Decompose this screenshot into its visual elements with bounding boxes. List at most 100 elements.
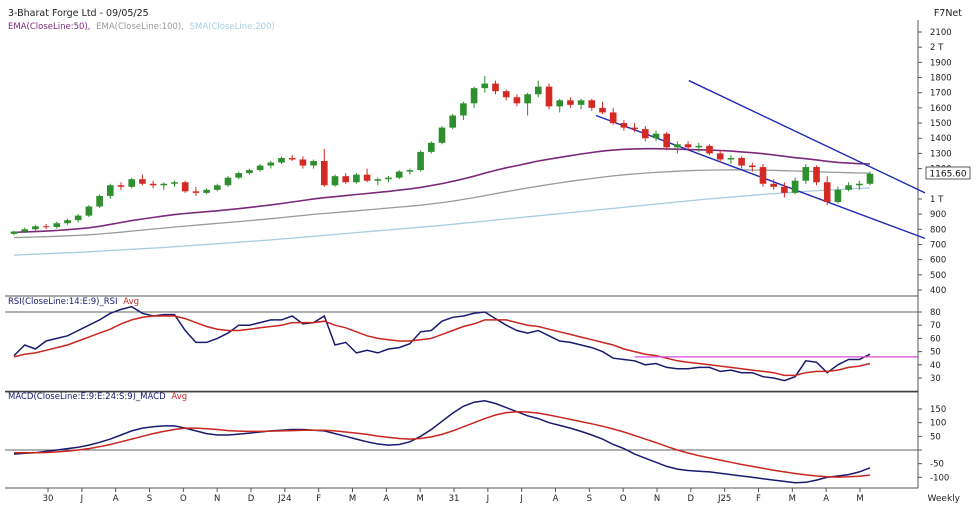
candle-body (545, 86, 553, 107)
candle-body (845, 185, 852, 190)
candle-body (524, 94, 531, 104)
candle-body (609, 112, 617, 124)
candle-body (684, 144, 692, 148)
candle-body (813, 167, 820, 183)
price-y-tick-label: 1800 (930, 74, 952, 84)
candle-body (278, 157, 285, 163)
candle-body (374, 179, 382, 181)
x-tick-label: N (654, 494, 660, 504)
macd-y-axis: 150 100 50 -50 -100 (5, 405, 949, 483)
rsi-y-tick-label: 50 (930, 348, 941, 358)
candle-body (320, 161, 328, 186)
candle-body (106, 185, 114, 196)
candle-body (160, 183, 168, 186)
candle-body (791, 180, 799, 193)
candle-body (10, 231, 18, 234)
candle-body (203, 189, 210, 193)
candle-body (427, 142, 435, 152)
candle-body (213, 185, 221, 190)
candle-body (96, 195, 103, 207)
candle-body (53, 223, 61, 228)
x-tick-label: J (486, 494, 490, 504)
x-tick-label: S (147, 494, 152, 504)
macd-legend: MACD(CloseLine:E:9:E:24:S:9)_MACD Avg (8, 392, 187, 402)
price-y-tick-label: 1500 (930, 119, 952, 129)
macd-line-1 (14, 410, 871, 478)
candle-body (181, 182, 189, 192)
moving-average-lines (13, 147, 871, 256)
rsi-y-tick-label: 40 (930, 361, 941, 371)
ma-line-2 (13, 187, 871, 256)
x-tick-label: A (553, 494, 559, 504)
x-tick-label: A (823, 494, 829, 504)
candle-body (385, 177, 392, 180)
rsi-line-1 (13, 315, 871, 377)
candle-body (663, 133, 671, 148)
candle-body (770, 183, 778, 187)
candle-body (139, 179, 146, 184)
candle-body (802, 167, 810, 181)
timeframe-label: Weekly (928, 494, 961, 504)
candle-body (417, 151, 424, 171)
macd-lines (13, 400, 871, 484)
candle-body (64, 220, 71, 224)
price-y-tick-label: 1700 (930, 89, 952, 99)
macd-y-tick-label: 50 (930, 432, 941, 442)
x-tick-label: A (383, 494, 389, 504)
rsi-y-axis: 80 70 60 50 40 30 (5, 308, 941, 392)
x-tick-label: 30 (43, 494, 54, 504)
price-y-tick-label: 2100 (930, 28, 952, 38)
candle-body (748, 165, 756, 168)
last-price-tag: 1165.60 (925, 166, 971, 180)
rsi-avg-label: Avg (123, 297, 139, 307)
candle-body (727, 157, 735, 160)
candle-body (331, 176, 339, 186)
candle-body (781, 186, 788, 193)
candle-body (759, 167, 767, 184)
x-tick-label: O (180, 494, 187, 504)
legend-ema100: EMA(CloseLine:100), (96, 22, 184, 32)
rsi-panel[interactable]: RSI(CloseLine:14:E:9)_RSI Avg 80 70 60 50 40… (5, 297, 941, 393)
candle-body (395, 171, 403, 178)
candle-body (588, 100, 596, 108)
candle-body (438, 127, 446, 143)
candle-body (21, 229, 29, 232)
candle-body (449, 115, 457, 128)
last-price-label: 1165.60 (929, 170, 966, 180)
candle-body (738, 157, 745, 166)
candle-body (599, 107, 606, 113)
candle-body (855, 183, 863, 186)
macd-avg-label: Avg (171, 392, 187, 402)
candle-body (85, 206, 93, 216)
macd-y-tick-label: -100 (930, 473, 949, 483)
candle-body (834, 189, 842, 202)
price-y-tick-label: 800 (930, 225, 946, 235)
price-y-tick-label: 2 T (930, 43, 944, 53)
x-tick-label: J24 (277, 494, 291, 504)
rsi-legend: RSI(CloseLine:14:E:9)_RSI Avg (8, 297, 139, 307)
candle-body (823, 182, 831, 202)
candle-body (342, 176, 350, 183)
candle-body (706, 145, 713, 154)
price-y-tick-label: 1300 (930, 149, 952, 159)
macd-panel[interactable]: MACD(CloseLine:E:9:E:24:S:9)_MACD Avg 15… (5, 392, 949, 489)
legend-ema50: EMA(CloseLine:50), (8, 22, 90, 32)
x-tick-label: O (620, 494, 627, 504)
rsi-title: RSI(CloseLine:14:E:9)_RSI (8, 297, 118, 307)
candlestick-series (10, 76, 874, 236)
x-tick-label: A (113, 494, 119, 504)
rsi-lines (13, 305, 918, 382)
candle-body (310, 161, 317, 166)
price-y-tick-label: 900 (930, 210, 946, 220)
candle-body (534, 86, 542, 95)
candle-body (577, 100, 585, 105)
price-y-tick-label: 1600 (930, 104, 952, 114)
x-tick-label: D (688, 494, 695, 504)
rsi-y-tick-label: 80 (930, 308, 941, 318)
price-y-tick-label: 400 (930, 286, 946, 296)
candle-body (460, 103, 467, 116)
trendline-upper-channel (688, 79, 926, 194)
